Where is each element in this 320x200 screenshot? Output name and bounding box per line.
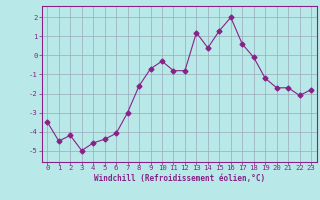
X-axis label: Windchill (Refroidissement éolien,°C): Windchill (Refroidissement éolien,°C) xyxy=(94,174,265,183)
